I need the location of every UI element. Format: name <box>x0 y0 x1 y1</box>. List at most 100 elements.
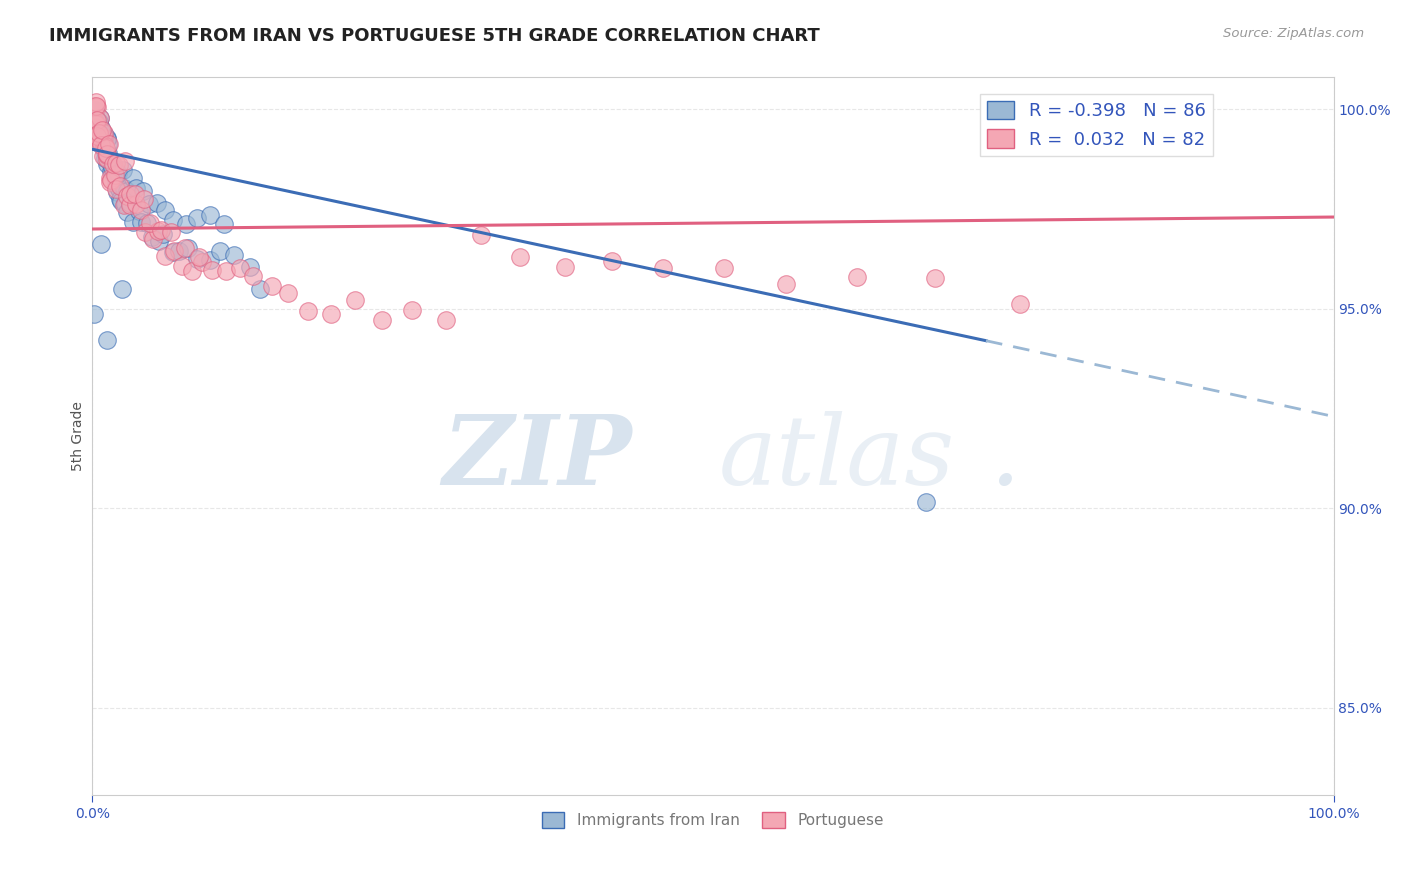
Point <box>277 286 299 301</box>
Point <box>93 126 115 140</box>
Point <box>84 111 107 125</box>
Point <box>173 241 195 255</box>
Point <box>100 153 122 167</box>
Point <box>198 208 221 222</box>
Point <box>162 244 184 259</box>
Point <box>212 217 235 231</box>
Point <box>84 122 107 136</box>
Point <box>89 115 111 129</box>
Point <box>652 261 675 276</box>
Point <box>84 120 107 134</box>
Point <box>86 128 108 143</box>
Point <box>118 198 141 212</box>
Point <box>138 197 160 211</box>
Point <box>84 105 107 120</box>
Point <box>115 189 138 203</box>
Point <box>89 111 111 125</box>
Point <box>104 178 127 193</box>
Point <box>105 182 128 196</box>
Point <box>297 304 319 318</box>
Point <box>91 132 114 146</box>
Point <box>713 261 735 276</box>
Point <box>186 252 208 267</box>
Point <box>90 137 112 152</box>
Point <box>401 302 423 317</box>
Point <box>83 115 105 129</box>
Point <box>174 217 197 231</box>
Text: .: . <box>990 411 1019 505</box>
Point <box>107 182 129 196</box>
Text: ZIP: ZIP <box>443 411 633 505</box>
Point <box>84 99 107 113</box>
Point <box>86 125 108 139</box>
Point <box>96 334 118 348</box>
Point <box>600 254 623 268</box>
Point <box>97 136 120 151</box>
Point <box>101 163 124 178</box>
Point <box>94 139 117 153</box>
Point <box>149 223 172 237</box>
Text: atlas: atlas <box>718 411 955 505</box>
Legend: Immigrants from Iran, Portuguese: Immigrants from Iran, Portuguese <box>536 806 890 834</box>
Point <box>93 127 115 141</box>
Point <box>114 197 136 211</box>
Point <box>90 125 112 139</box>
Point <box>554 260 576 274</box>
Point <box>84 115 107 129</box>
Point <box>146 224 169 238</box>
Text: IMMIGRANTS FROM IRAN VS PORTUGUESE 5TH GRADE CORRELATION CHART: IMMIGRANTS FROM IRAN VS PORTUGUESE 5TH G… <box>49 27 820 45</box>
Point <box>93 134 115 148</box>
Point <box>470 227 492 242</box>
Point <box>86 117 108 131</box>
Point <box>115 204 138 219</box>
Point <box>86 100 108 114</box>
Point <box>100 163 122 178</box>
Point <box>104 161 127 176</box>
Point <box>94 151 117 165</box>
Point <box>775 277 797 291</box>
Point <box>846 269 869 284</box>
Point <box>509 250 531 264</box>
Point <box>208 244 231 258</box>
Point <box>188 250 211 264</box>
Point <box>224 248 246 262</box>
Point <box>86 122 108 136</box>
Point <box>249 282 271 296</box>
Point <box>94 145 117 159</box>
Point <box>180 264 202 278</box>
Point <box>98 175 121 189</box>
Point <box>91 123 114 137</box>
Point <box>83 116 105 130</box>
Point <box>172 259 194 273</box>
Point <box>134 225 156 239</box>
Point <box>91 136 114 150</box>
Point <box>96 132 118 146</box>
Point <box>131 203 153 218</box>
Point <box>96 152 118 166</box>
Point <box>98 153 121 168</box>
Point <box>142 232 165 246</box>
Point <box>124 187 146 202</box>
Point <box>83 307 105 321</box>
Point <box>101 157 124 171</box>
Point <box>91 149 114 163</box>
Point <box>96 148 118 162</box>
Point <box>89 131 111 145</box>
Point <box>93 138 115 153</box>
Point <box>198 252 221 267</box>
Point <box>125 196 148 211</box>
Point <box>90 236 112 251</box>
Point <box>122 215 145 229</box>
Point <box>89 130 111 145</box>
Point <box>91 128 114 143</box>
Point <box>87 130 110 145</box>
Point <box>162 213 184 227</box>
Point <box>90 121 112 136</box>
Point <box>434 313 457 327</box>
Point <box>105 185 128 199</box>
Point <box>924 270 946 285</box>
Point <box>146 195 169 210</box>
Point <box>153 202 176 217</box>
Point <box>86 117 108 131</box>
Point <box>86 117 108 131</box>
